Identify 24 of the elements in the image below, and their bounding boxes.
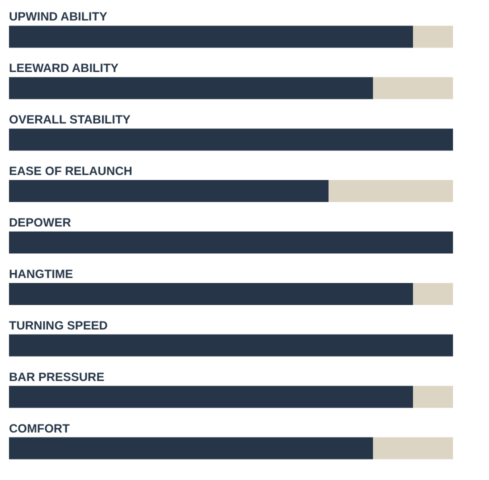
bar xyxy=(413,386,453,408)
bar xyxy=(373,437,453,460)
bar xyxy=(9,437,374,460)
bar xyxy=(373,77,453,100)
y-tick-label: BAR PRESSURE xyxy=(9,370,104,384)
bar xyxy=(328,180,453,202)
bar xyxy=(9,26,414,48)
bar xyxy=(9,232,453,254)
y-tick-label: DEPOWER xyxy=(9,216,72,230)
y-tick-label: TURNING SPEED xyxy=(9,318,108,332)
y-tick-label: OVERALL STABILITY xyxy=(9,112,131,127)
y-tick-label: LEEWARD ABILITY xyxy=(9,61,119,76)
bar xyxy=(9,77,374,100)
bar xyxy=(413,26,453,48)
y-tick-label: UPWIND ABILITY xyxy=(9,10,108,24)
y-tick-label: HANGTIME xyxy=(9,266,73,281)
bar xyxy=(9,128,453,151)
y-tick-label: COMFORT xyxy=(9,421,70,436)
bar xyxy=(9,334,453,356)
bar xyxy=(413,282,453,305)
bar xyxy=(9,282,414,305)
bar xyxy=(9,386,414,408)
bar xyxy=(9,180,329,202)
y-tick-label: EASE OF RELAUNCH xyxy=(9,164,132,178)
